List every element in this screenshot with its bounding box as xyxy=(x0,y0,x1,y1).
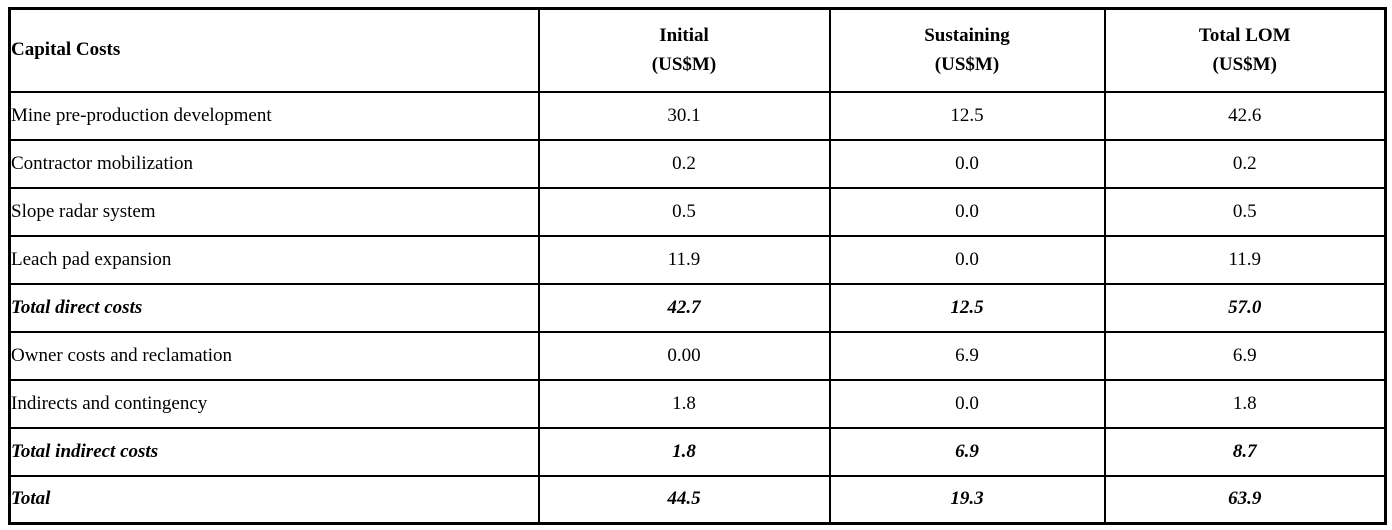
value-total-lom: 63.9 xyxy=(1103,474,1387,525)
row-label: Mine pre-production development xyxy=(8,90,540,141)
value-total-lom: 42.6 xyxy=(1103,90,1387,141)
header-total-lom: Total LOM (US$M) xyxy=(1103,7,1387,93)
value-sustaining: 0.0 xyxy=(828,186,1106,237)
value-sustaining: 0.0 xyxy=(828,234,1106,285)
value-initial: 30.1 xyxy=(537,90,831,141)
value-total-lom: 6.9 xyxy=(1103,330,1387,381)
value-total-lom: 0.2 xyxy=(1103,138,1387,189)
value-sustaining: 6.9 xyxy=(828,330,1106,381)
value-sustaining: 12.5 xyxy=(828,282,1106,333)
capital-costs-table: Capital Costs Initial (US$M) Sustaining … xyxy=(8,7,1387,525)
row-label: Total indirect costs xyxy=(8,426,540,477)
row-label: Contractor mobilization xyxy=(8,138,540,189)
row-label: Owner costs and reclamation xyxy=(8,330,540,381)
row-label: Total direct costs xyxy=(8,282,540,333)
value-sustaining: 19.3 xyxy=(828,474,1106,525)
table-row: Mine pre-production development 30.1 12.… xyxy=(8,90,1387,141)
value-initial: 11.9 xyxy=(537,234,831,285)
value-total-lom: 1.8 xyxy=(1103,378,1387,429)
value-sustaining: 0.0 xyxy=(828,378,1106,429)
table-row: Contractor mobilization 0.2 0.0 0.2 xyxy=(8,138,1387,189)
value-total-lom: 57.0 xyxy=(1103,282,1387,333)
header-sustaining-line1: Sustaining xyxy=(924,24,1010,46)
table-header-row: Capital Costs Initial (US$M) Sustaining … xyxy=(8,7,1387,93)
header-sustaining: Sustaining (US$M) xyxy=(828,7,1106,93)
row-label: Leach pad expansion xyxy=(8,234,540,285)
table-total-row: Total indirect costs 1.8 6.9 8.7 xyxy=(8,426,1387,477)
table-row: Indirects and contingency 1.8 0.0 1.8 xyxy=(8,378,1387,429)
value-initial: 1.8 xyxy=(537,378,831,429)
value-total-lom: 8.7 xyxy=(1103,426,1387,477)
value-total-lom: 0.5 xyxy=(1103,186,1387,237)
table-row: Owner costs and reclamation 0.00 6.9 6.9 xyxy=(8,330,1387,381)
table-row: Leach pad expansion 11.9 0.0 11.9 xyxy=(8,234,1387,285)
header-initial: Initial (US$M) xyxy=(537,7,831,93)
header-capital-costs: Capital Costs xyxy=(8,7,540,93)
row-label: Indirects and contingency xyxy=(8,378,540,429)
value-initial: 1.8 xyxy=(537,426,831,477)
header-initial-line2: (US$M) xyxy=(651,54,717,76)
row-label: Total xyxy=(8,474,540,525)
value-initial: 0.5 xyxy=(537,186,831,237)
row-label: Slope radar system xyxy=(8,186,540,237)
table-total-row: Total direct costs 42.7 12.5 57.0 xyxy=(8,282,1387,333)
value-initial: 42.7 xyxy=(537,282,831,333)
header-total-lom-line2: (US$M) xyxy=(1212,54,1277,76)
value-total-lom: 11.9 xyxy=(1103,234,1387,285)
value-sustaining: 6.9 xyxy=(828,426,1106,477)
table-row: Slope radar system 0.5 0.0 0.5 xyxy=(8,186,1387,237)
header-total-lom-line1: Total LOM xyxy=(1198,24,1291,46)
value-sustaining: 12.5 xyxy=(828,90,1106,141)
value-initial: 0.00 xyxy=(537,330,831,381)
header-sustaining-line2: (US$M) xyxy=(934,54,1000,76)
value-initial: 0.2 xyxy=(537,138,831,189)
table-total-row: Total 44.5 19.3 63.9 xyxy=(8,474,1387,525)
value-sustaining: 0.0 xyxy=(828,138,1106,189)
header-initial-line1: Initial xyxy=(659,24,709,46)
value-initial: 44.5 xyxy=(537,474,831,525)
